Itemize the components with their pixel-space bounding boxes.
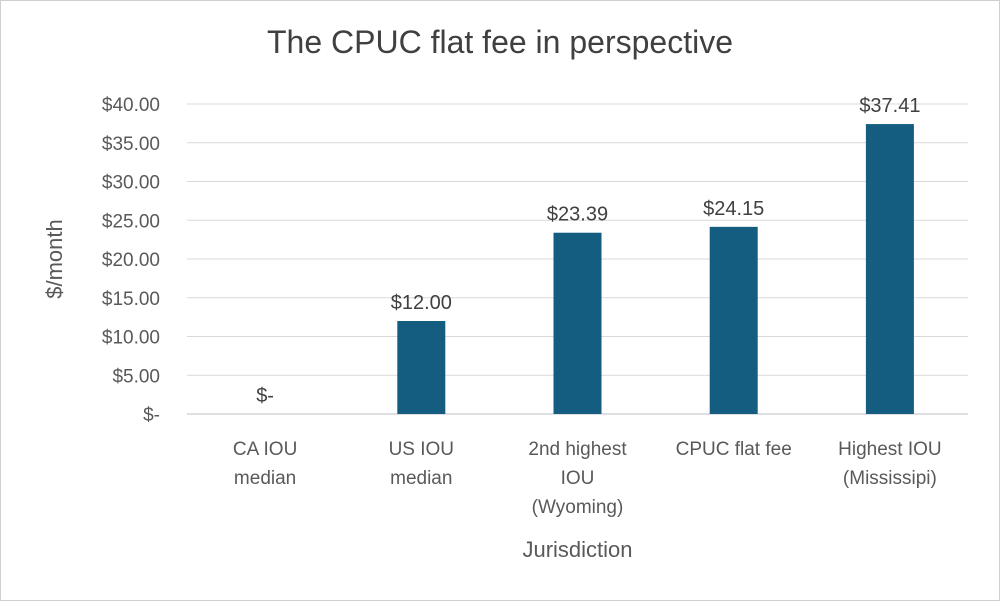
category-label: CA IOU median [233,439,297,489]
category-label: CPUC flat fee [676,439,792,460]
bar [865,124,914,414]
y-tick-label: $35.00 [102,134,160,155]
y-tick-label: $15.00 [102,289,160,310]
bar [553,232,602,414]
data-label: $- [256,385,274,407]
y-axis-tick-labels: $- $5.00 $10.00 $15.00 $20.00 $25.00 $30.00 $35… [102,95,160,426]
y-axis-title: $/month [42,219,67,299]
bar [709,226,758,414]
y-tick-label: $25.00 [102,211,160,232]
x-axis-title: Jurisdiction [522,537,632,562]
chart-title: The CPUC flat fee in perspective [267,24,733,60]
y-tick-label: $20.00 [102,250,160,271]
y-tick-label: $5.00 [112,366,160,387]
data-label: $23.39 [547,204,608,226]
category-label: US IOU median [389,439,454,489]
bar [397,321,446,414]
category-label: 2nd highest IOU (Wyoming) [528,439,627,518]
category-label: Highest IOU (Mississipi) [838,439,941,489]
y-tick-label: $30.00 [102,173,160,194]
y-tick-label: $10.00 [102,328,160,349]
data-labels: $- $12.00 $23.39 $24.15 $37.41 [256,95,920,407]
data-label: $12.00 [391,292,452,314]
y-tick-label: $40.00 [102,95,160,116]
x-axis-category-labels: CA IOU median US IOU median 2nd highest IOU (W… [233,439,942,518]
data-label: $24.15 [703,198,764,220]
y-tick-label: $- [143,405,160,426]
bars [397,124,914,414]
data-label: $37.41 [859,95,920,117]
